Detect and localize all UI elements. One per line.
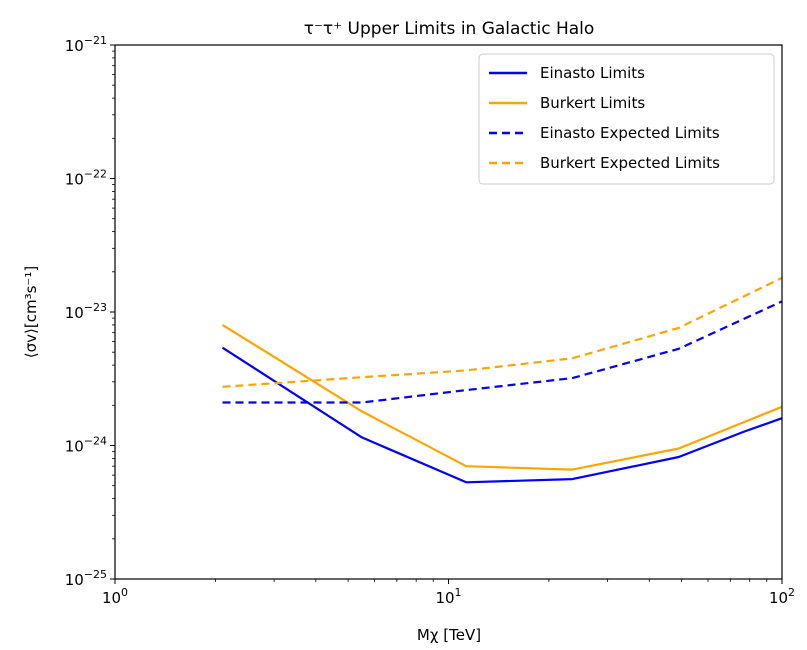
- chart-title: τ⁻τ⁺ Upper Limits in Galactic Halo: [304, 19, 595, 39]
- x-axis-title: Mχ [TeV]: [417, 626, 481, 644]
- legend-box: [478, 53, 775, 185]
- x-tick-label: 100: [102, 586, 128, 607]
- legend-label-2: Burkert Limits: [540, 94, 645, 112]
- series-line-2: [221, 323, 783, 471]
- series-layer: [221, 276, 783, 484]
- y-tick-label: 10−22: [65, 168, 107, 189]
- x-tick-label: 101: [435, 586, 461, 607]
- legend[interactable]: Einasto Limits Burkert Limits Einasto Expe…: [478, 53, 775, 185]
- series-line-4: [222, 276, 783, 388]
- y-tick-label: 10−23: [65, 301, 107, 322]
- legend-label-4: Burkert Expected Limits: [540, 154, 720, 172]
- x-tick-label: 102: [769, 586, 795, 607]
- legend-label-3: Einasto Expected Limits: [540, 124, 720, 142]
- plot-area: 100 101 102 10−25 10−24 10−23 10−22 10−21: [65, 34, 795, 607]
- y-tick-label: 10−25: [65, 568, 107, 589]
- legend-label-1: Einasto Limits: [540, 64, 645, 82]
- series-line-1: [221, 346, 783, 484]
- y-tick-label: 10−21: [65, 34, 107, 55]
- ticks-layer: 100 101 102 10−25 10−24 10−23 10−22 10−21: [65, 34, 795, 607]
- y-tick-label: 10−24: [65, 435, 107, 456]
- series-line-3: [222, 300, 783, 404]
- y-axis-title: ⟨σv⟩[cm³s⁻¹]: [22, 266, 40, 358]
